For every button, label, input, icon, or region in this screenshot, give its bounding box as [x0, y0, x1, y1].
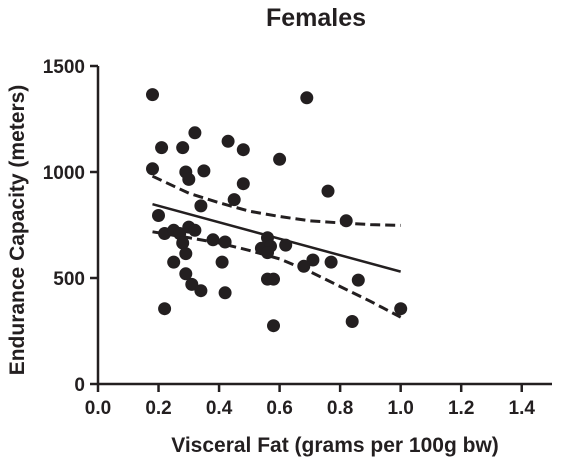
data-point — [306, 253, 320, 267]
data-point — [197, 164, 211, 178]
data-point — [279, 238, 293, 252]
regression-line-group — [152, 203, 401, 273]
data-point — [194, 284, 208, 298]
data-point — [221, 134, 235, 148]
x-tick-label: 0.0 — [85, 398, 111, 419]
data-point — [267, 272, 280, 286]
data-point — [179, 247, 193, 261]
data-point — [146, 88, 159, 102]
data-point — [158, 302, 172, 316]
data-point — [324, 255, 338, 269]
data-point — [273, 152, 287, 166]
data-point — [155, 141, 169, 155]
data-point — [167, 255, 181, 269]
x-tick-label: 0.2 — [145, 398, 171, 419]
y-tick-label: 1500 — [43, 57, 85, 78]
data-point — [215, 255, 229, 269]
x-tick-label: 1.4 — [509, 398, 536, 419]
data-point — [297, 259, 311, 273]
data-point — [236, 177, 250, 191]
confidence-bands — [151, 174, 402, 319]
x-axis-label: Visceral Fat (grams per 100g bw) — [171, 434, 499, 457]
y-axis-label: Endurance Capacity (meters) — [6, 85, 29, 376]
data-point — [351, 273, 365, 287]
data-points — [146, 88, 408, 333]
data-point — [339, 214, 353, 228]
y-tick-label: 1000 — [43, 163, 85, 184]
chart-title: Females — [266, 4, 366, 32]
data-point — [185, 277, 199, 291]
data-point — [194, 199, 208, 213]
upper-confidence-band — [151, 174, 401, 227]
x-tick-label: 1.2 — [448, 398, 474, 419]
regression-line — [152, 203, 401, 273]
x-tick-label: 0.4 — [206, 398, 233, 419]
data-point — [218, 235, 232, 249]
data-point — [179, 267, 193, 281]
data-point — [394, 302, 408, 316]
data-point — [227, 193, 241, 207]
x-tick-label: 1.0 — [387, 398, 413, 419]
data-point — [236, 143, 250, 157]
y-tick-label: 0 — [74, 375, 85, 396]
data-point — [146, 162, 159, 176]
y-axis-ticks: 0 500 1000 1500 — [43, 57, 98, 396]
lower-confidence-band — [152, 230, 402, 319]
data-point — [188, 126, 202, 140]
data-point — [345, 315, 359, 328]
x-axis-ticks: 0.0 0.2 0.4 0.6 0.8 1.0 1.2 1.4 — [85, 384, 536, 419]
data-point — [206, 233, 220, 247]
data-point — [218, 286, 232, 300]
y-tick-label: 500 — [53, 269, 85, 290]
data-point — [267, 319, 280, 333]
data-point — [182, 172, 196, 186]
data-point — [176, 141, 190, 155]
data-point — [321, 184, 335, 198]
x-tick-label: 0.6 — [266, 398, 292, 419]
data-point — [300, 91, 314, 105]
data-point — [176, 236, 190, 250]
data-point — [261, 246, 274, 260]
x-tick-label: 0.8 — [327, 398, 353, 419]
data-point — [152, 209, 165, 222]
data-point — [188, 223, 202, 237]
